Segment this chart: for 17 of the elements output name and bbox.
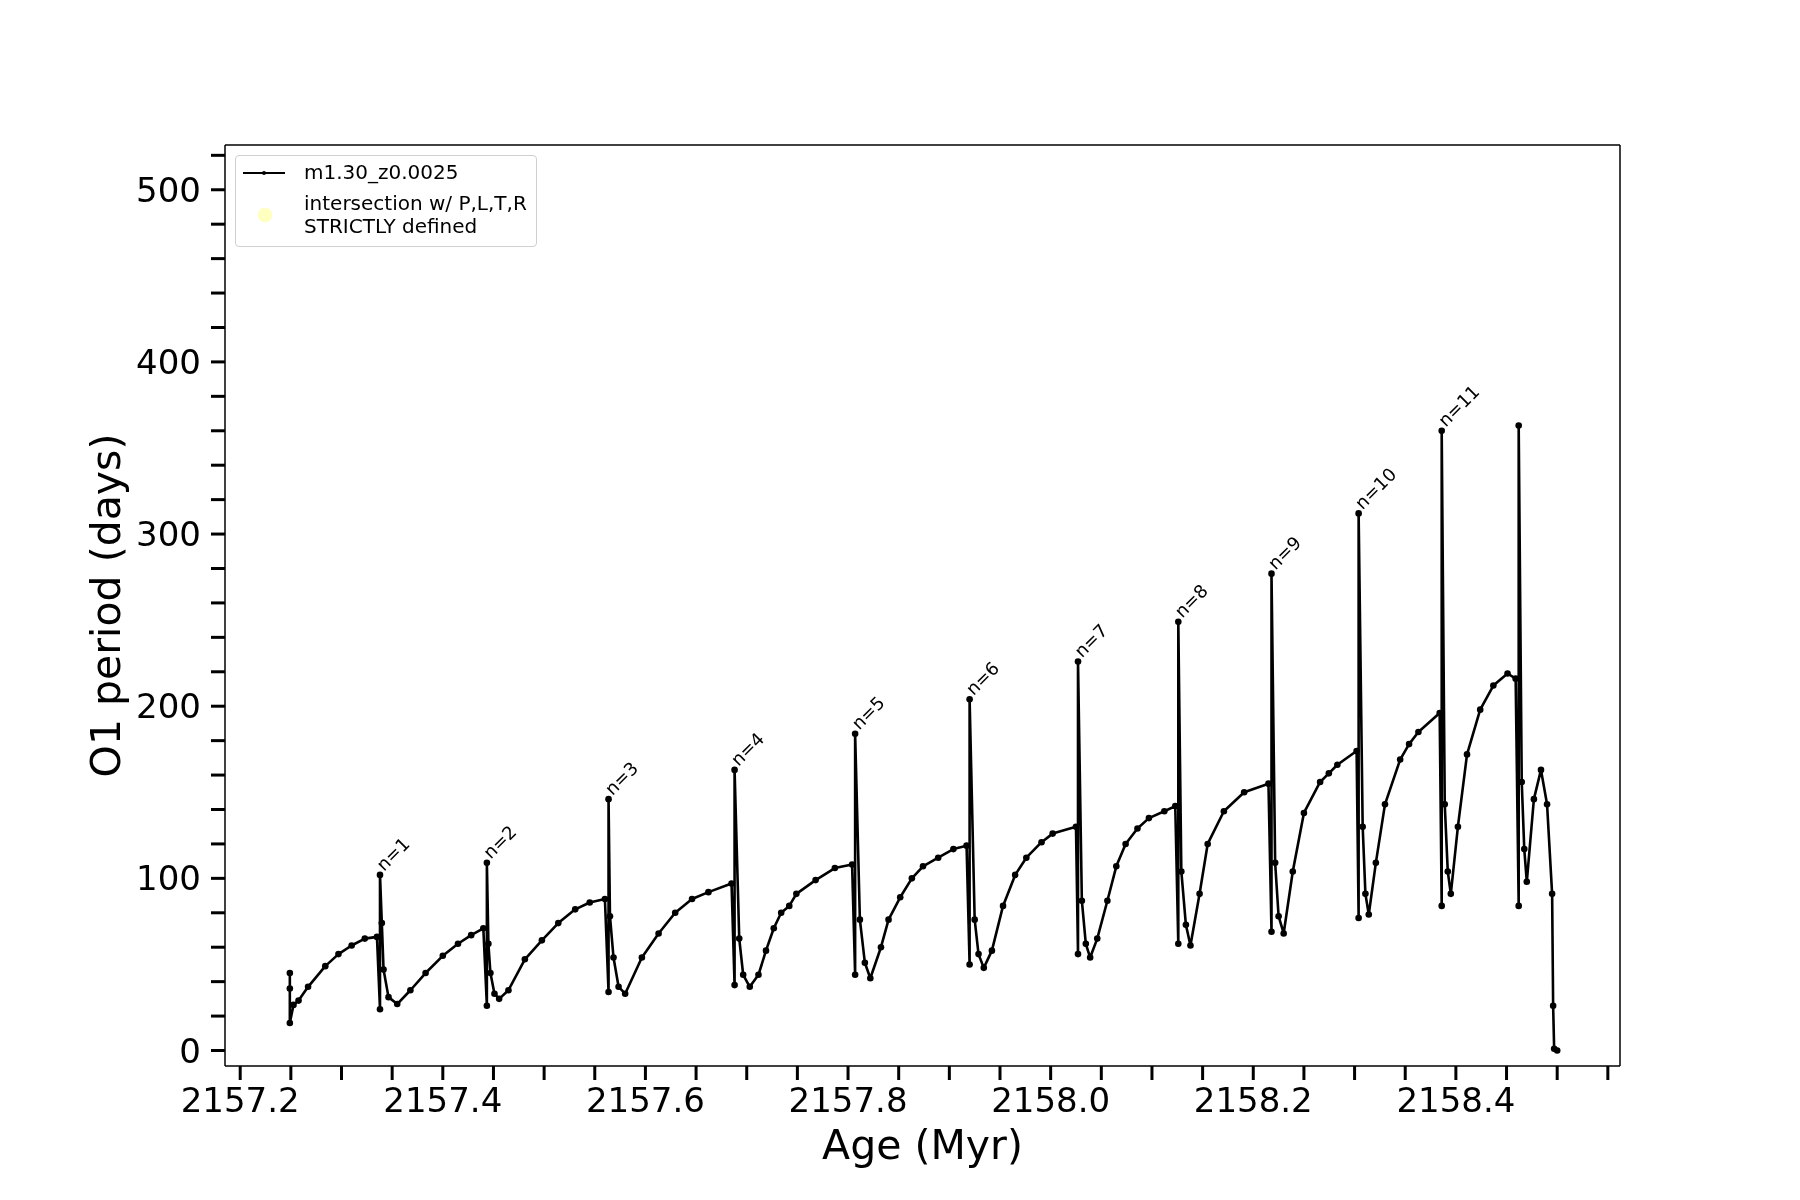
x-axis-title: Age (Myr) [822,1121,1023,1169]
legend-label: intersection w/ P,L,T,R STRICTLY defined [304,191,527,238]
x-tick-label: 2158.2 [1193,1080,1313,1121]
x-tick-label: 2158.0 [991,1080,1111,1121]
y-tick-label: 0 [179,1030,201,1071]
x-tick-label: 2157.4 [383,1080,503,1121]
y-tick-label: 100 [136,858,201,899]
y-tick-label: 300 [136,514,201,555]
y-axis-title: O1 period (days) [82,433,130,778]
y-tick-label: 500 [136,169,201,210]
legend-label: m1.30_z0.0025 [304,160,459,184]
y-tick-label: 200 [136,686,201,727]
y-tick-label: 400 [136,341,201,382]
x-tick-label: 2158.4 [1396,1080,1516,1121]
x-tick-label: 2157.2 [180,1080,300,1121]
x-tick-label: 2157.6 [585,1080,705,1121]
x-tick-label: 2157.8 [788,1080,908,1121]
